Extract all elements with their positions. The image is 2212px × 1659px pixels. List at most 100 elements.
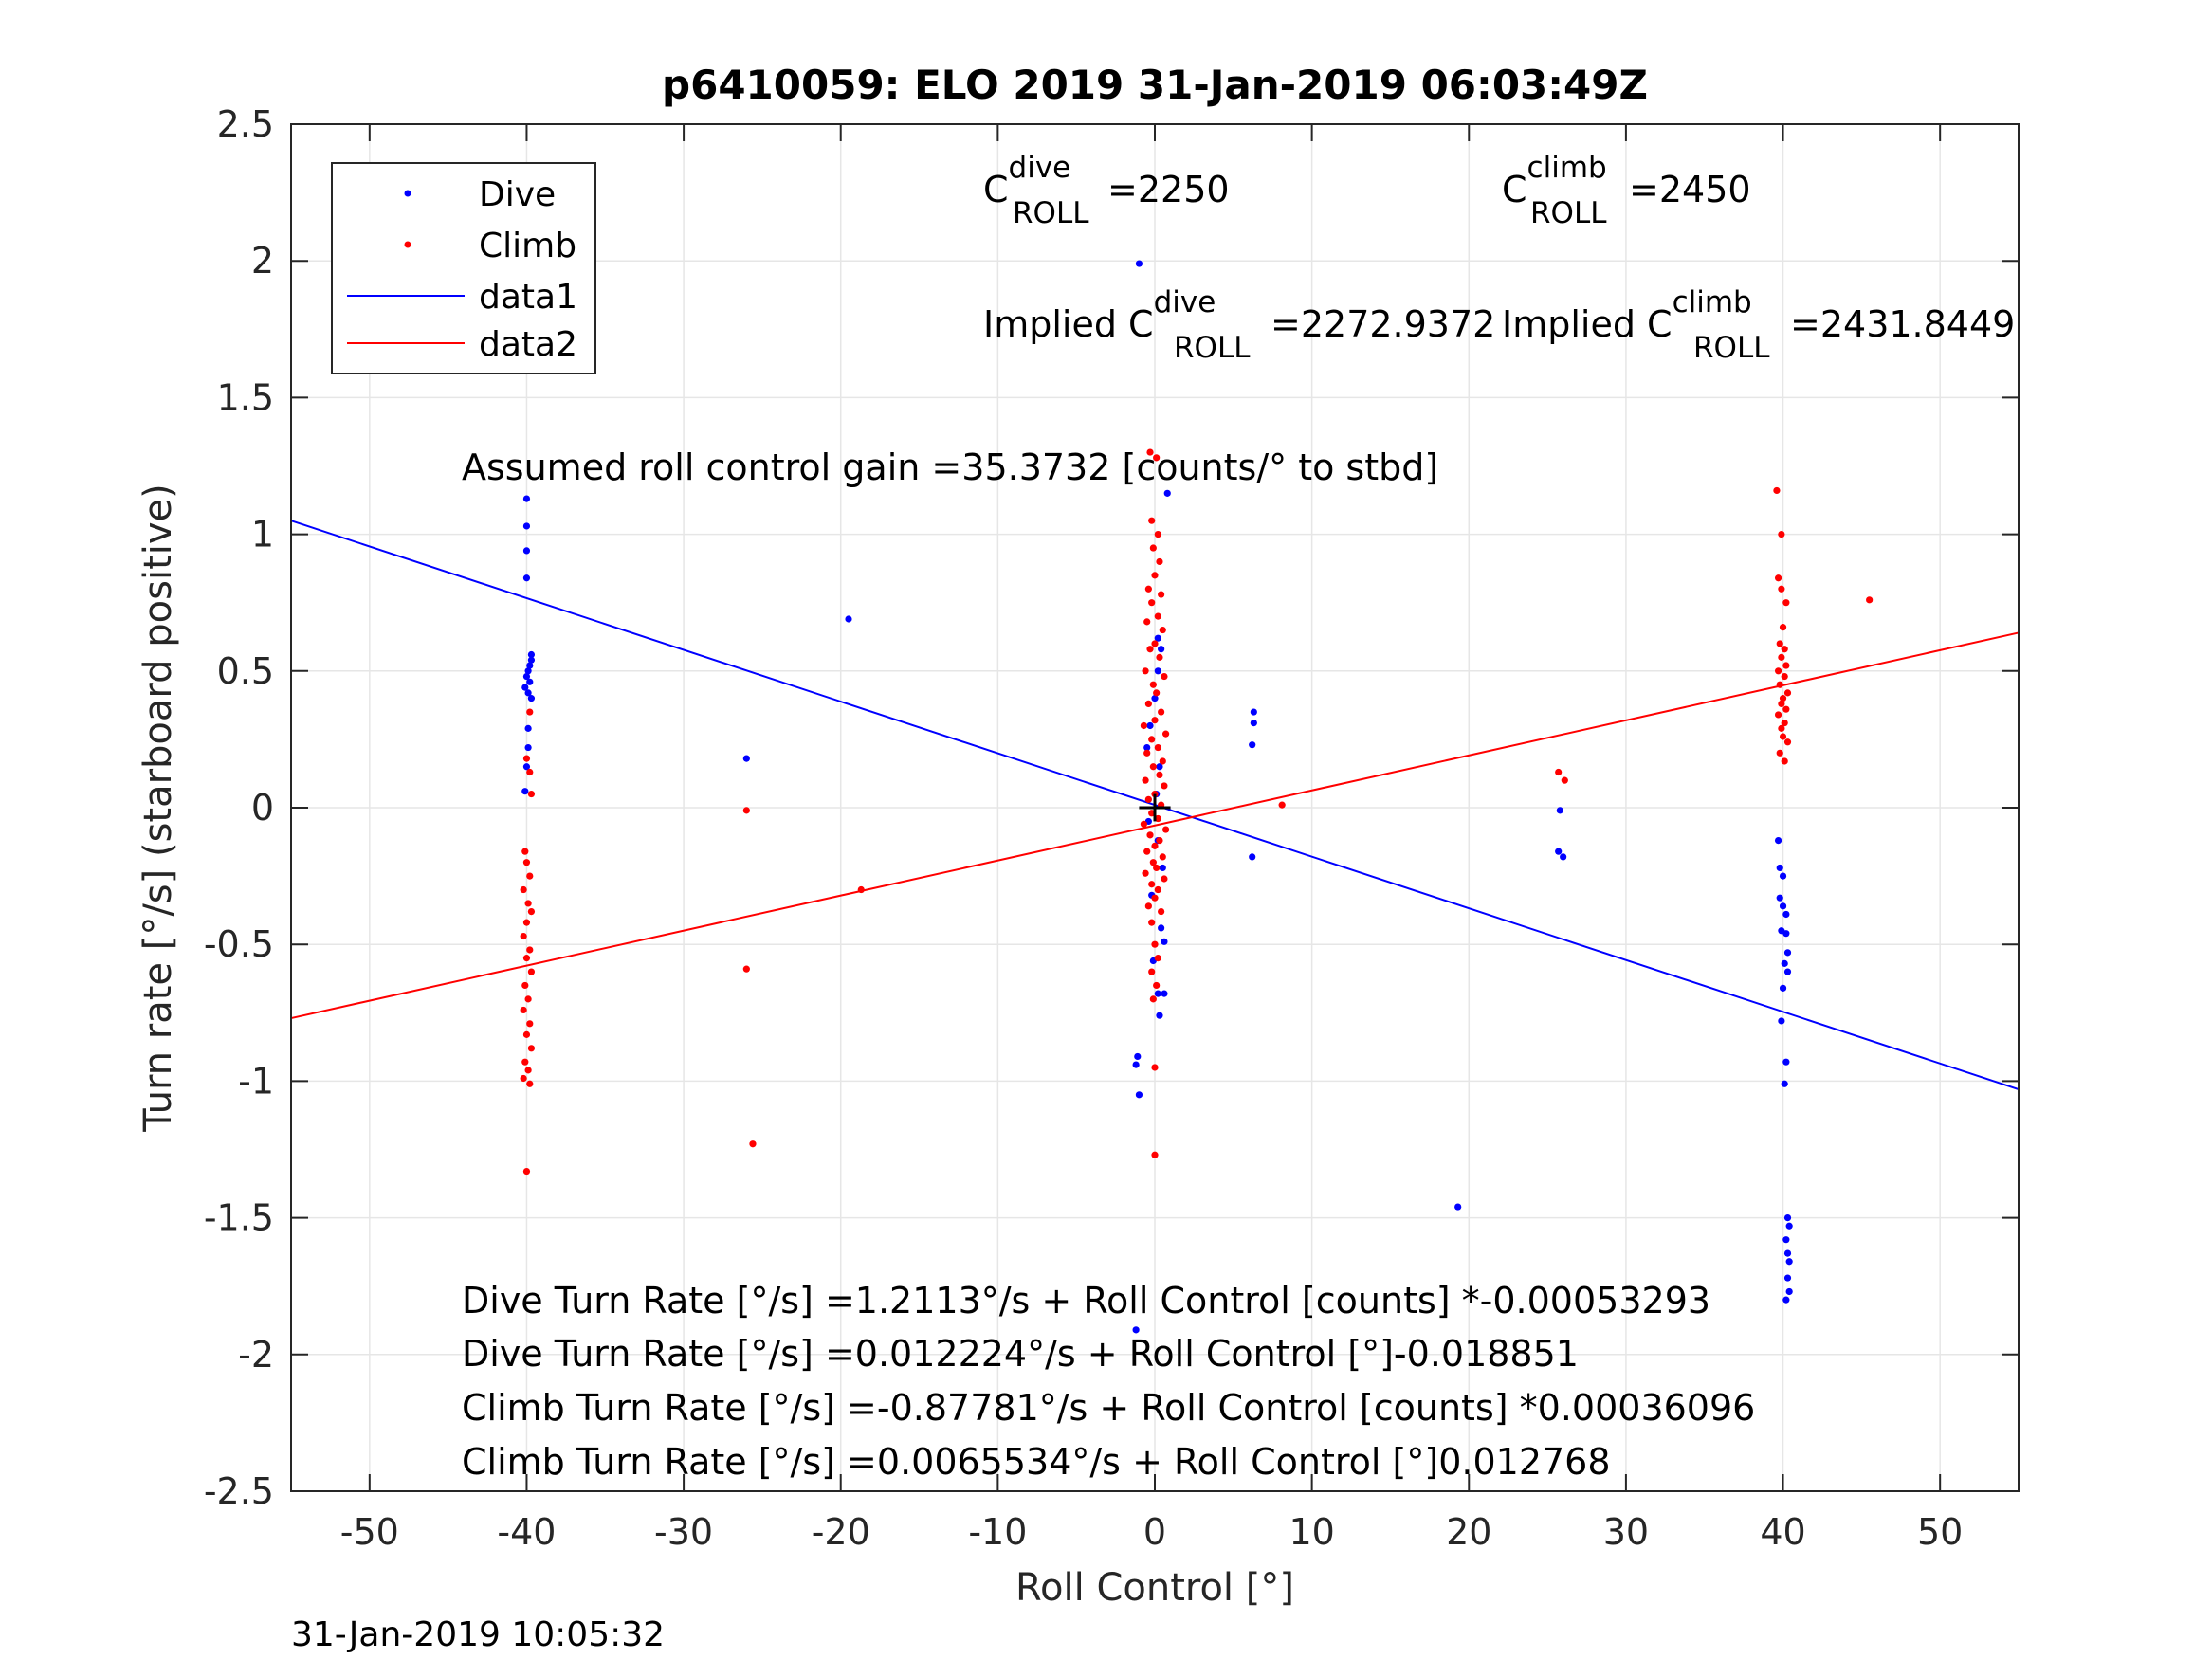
point-climb — [1146, 448, 1154, 456]
point-climb — [527, 1045, 536, 1052]
point-climb — [527, 968, 536, 975]
point-climb — [1776, 640, 1783, 647]
c-climb-sup: climb — [1527, 151, 1607, 185]
point-dive — [522, 522, 531, 530]
implied-dive-annotation: Implied Cdive ROLL =2272.9372 — [983, 285, 1495, 365]
point-dive — [1785, 1258, 1793, 1266]
legend-label-dive: Dive — [479, 175, 556, 214]
point-dive — [1454, 1203, 1462, 1211]
equation-2: Dive Turn Rate [°/s] =0.012224°/s + Roll… — [462, 1333, 1579, 1375]
equation-1: Dive Turn Rate [°/s] =1.2113°/s + Roll C… — [462, 1280, 1710, 1322]
legend-box — [331, 162, 596, 374]
point-climb — [521, 848, 529, 855]
point-climb — [1153, 981, 1161, 990]
y-tick-label: 0 — [251, 787, 274, 829]
point-climb — [1154, 814, 1161, 823]
point-dive — [1135, 260, 1143, 267]
point-climb — [1158, 907, 1165, 916]
point-dive — [1781, 1080, 1788, 1087]
point-climb — [522, 955, 531, 962]
point-dive — [1776, 864, 1783, 872]
point-climb — [1154, 885, 1161, 894]
y-tick-label: 2.5 — [217, 103, 274, 145]
point-dive — [1783, 1274, 1792, 1282]
point-climb — [742, 807, 750, 814]
point-dive — [1781, 959, 1788, 967]
point-climb — [1783, 738, 1792, 746]
point-climb — [1779, 624, 1787, 631]
point-dive — [1782, 930, 1790, 938]
y-axis-label: Turn rate [°/s] (starboard positive) — [137, 483, 180, 1133]
point-climb — [1151, 572, 1159, 579]
x-tick-label: -10 — [968, 1511, 1027, 1553]
point-dive — [1158, 646, 1165, 653]
point-climb — [1159, 853, 1166, 861]
point-climb — [1782, 705, 1790, 713]
point-climb — [1144, 585, 1152, 592]
implied-climb-annotation: Implied Cclimb ROLL =2431.8449 — [1502, 285, 2015, 365]
point-climb — [1779, 733, 1787, 740]
point-climb — [1144, 902, 1152, 910]
point-climb — [1140, 820, 1148, 828]
point-dive — [1782, 1236, 1790, 1244]
point-dive — [1146, 721, 1154, 730]
point-climb — [1149, 681, 1157, 688]
point-dive — [1774, 837, 1782, 845]
point-climb — [1561, 776, 1568, 784]
x-tick-label: -20 — [812, 1511, 870, 1553]
plot-frame — [290, 123, 2020, 1492]
legend-label-climb: Climb — [479, 227, 576, 265]
timestamp: 31-Jan-2019 10:05:32 — [291, 1615, 665, 1654]
point-climb — [1781, 672, 1788, 681]
point-dive — [1782, 910, 1790, 919]
legend-label-data2: data2 — [479, 325, 577, 364]
point-dive — [1158, 924, 1165, 932]
implied-climb-sup: climb — [1673, 285, 1752, 319]
point-climb — [1149, 995, 1157, 1003]
point-climb — [524, 1066, 532, 1074]
point-dive — [1143, 743, 1151, 752]
point-dive — [1560, 853, 1567, 861]
point-climb — [1781, 719, 1788, 727]
point-climb — [1781, 757, 1788, 765]
fit-line-data2 — [290, 631, 2020, 1020]
point-climb — [1153, 454, 1161, 462]
c-dive-sub: ROLL — [1013, 196, 1089, 230]
point-climb — [1148, 919, 1156, 926]
point-climb — [1153, 689, 1161, 697]
point-dive — [845, 615, 852, 623]
point-climb — [1151, 640, 1159, 647]
point-dive — [1776, 894, 1783, 902]
point-dive — [1779, 872, 1787, 880]
point-dive — [1250, 708, 1257, 716]
point-dive — [1134, 1052, 1142, 1061]
point-dive — [1783, 1214, 1792, 1222]
point-dive — [1132, 1326, 1140, 1334]
y-tick-labels: 2.5 2 1.5 1 0.5 0 -0.5 -1 -1.5 -2 -2.5 — [204, 103, 274, 1512]
x-tick-label: -30 — [654, 1511, 713, 1553]
point-climb — [520, 932, 527, 940]
point-climb — [1161, 672, 1168, 681]
point-dive — [522, 574, 531, 582]
point-dive — [1556, 807, 1563, 814]
point-dive — [1783, 1249, 1792, 1257]
point-climb — [527, 790, 536, 798]
x-tick-label: 0 — [1143, 1511, 1166, 1553]
point-dive — [522, 763, 531, 771]
point-climb — [1140, 721, 1148, 730]
point-climb — [1148, 599, 1156, 607]
point-climb — [1151, 1064, 1159, 1071]
point-climb — [1142, 776, 1149, 784]
point-dive — [1785, 1222, 1793, 1230]
point-climb — [1778, 700, 1785, 708]
point-climb — [857, 885, 865, 894]
point-dive — [522, 672, 531, 681]
point-climb — [520, 1006, 527, 1014]
point-climb — [522, 1167, 531, 1176]
legend: Dive Climb data1 data2 — [331, 162, 596, 374]
point-dive — [1154, 667, 1161, 675]
point-dive — [527, 656, 536, 664]
point-climb — [1144, 700, 1152, 708]
c-dive-value: =2250 — [1107, 169, 1230, 210]
c-dive-base: C — [983, 169, 1009, 210]
